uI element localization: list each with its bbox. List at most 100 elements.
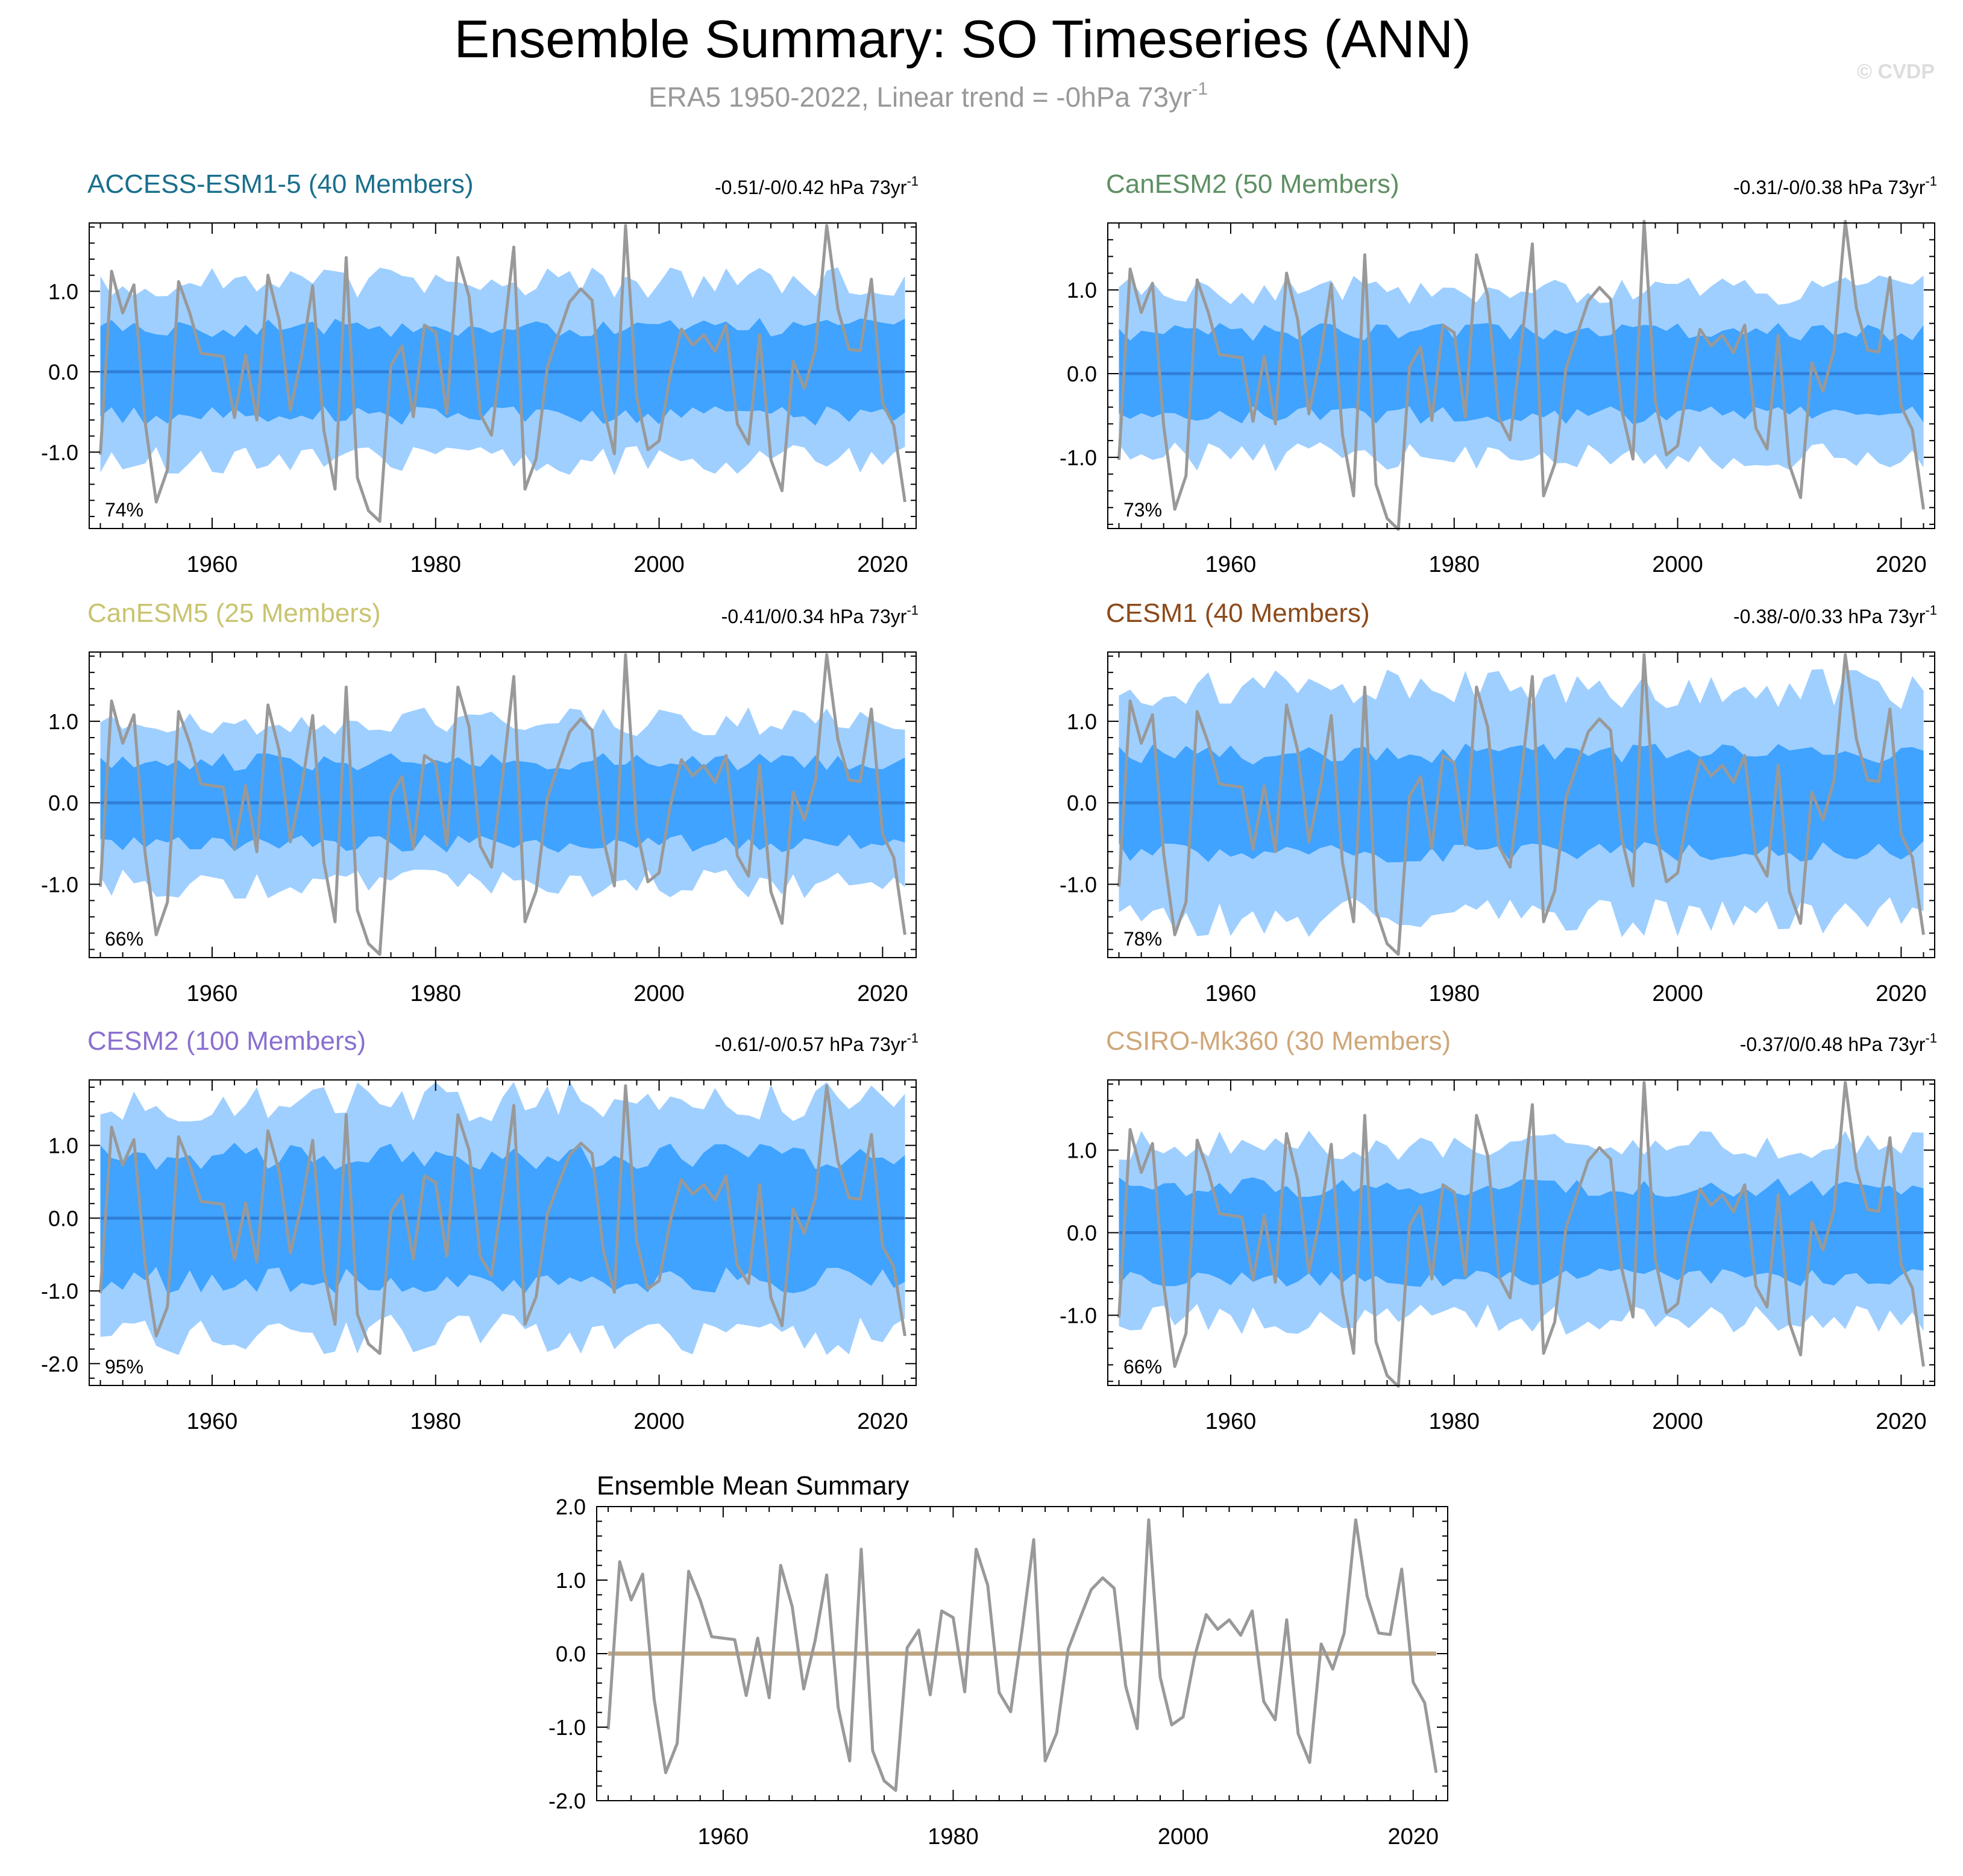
summary-ytick-label: 1.0 [556,1568,586,1593]
summary-xtick-label: 2020 [1387,1824,1439,1849]
panel-xtick-label: 1980 [1428,1409,1480,1434]
panel-ytick-label: 0.0 [1067,1221,1097,1246]
panel-5: CSIRO-Mk360 (30 Members) -0.37/0/0.48 hPa… [1060,1026,1937,1434]
panel-ytick-label: 0.0 [48,360,78,384]
panel-trend-range-text: -0.38/-0/0.33 hPa 73yr [1733,606,1926,627]
panel-ytick-label: 1.0 [48,709,78,734]
obs-series-line [1117,653,1925,956]
panel-ytick-label: 0.0 [48,791,78,815]
panel-ytick-label: 0.0 [1067,791,1097,815]
panel-trend-range-sup: -1 [906,603,919,618]
panel-trend-range-text: -0.61/-0/0.57 hPa 73yr [715,1034,907,1055]
panel-ytick-label: -1.0 [41,872,78,897]
panel-ytick-label: 0.0 [48,1206,78,1231]
panel-xtick-label: 2020 [857,552,908,577]
panel-xtick-label: 2000 [633,552,685,577]
panel-trend-range-sup: -1 [906,174,919,189]
watermark: © CVDP [1857,60,1935,83]
panel-xtick-label: 1960 [1205,981,1257,1006]
panel-ytick-label: 1.0 [48,279,78,304]
summary-obs-line [606,1518,1438,1792]
figure-subtitle: ERA5 1950-2022, Linear trend = -0hPa 73y… [649,79,1208,113]
panel-ytick-label: -1.0 [41,1279,78,1303]
panel-ytick-label: 1.0 [1067,709,1097,734]
obs-series-line [99,653,906,956]
summary-xtick-label: 1960 [698,1824,749,1849]
panel-percent-label: 95% [105,1356,143,1378]
panel-xtick-label: 2000 [633,1409,685,1434]
panel-percent-label: 66% [1123,1356,1162,1378]
panel-xtick-label: 1960 [1205,1409,1257,1434]
panel-ytick-label: -1.0 [41,440,78,465]
obs-series-line [1117,1081,1925,1388]
summary-xtick-label: 1980 [928,1824,979,1849]
panel-1: CanESM2 (50 Members) -0.31/-0/0.38 hPa 73… [1060,169,1937,577]
obs-series-line [99,224,906,523]
panel-title: CESM2 (100 Members) [87,1026,366,1056]
panel-ytick-label: -2.0 [41,1352,78,1376]
panel-xtick-label: 1960 [187,981,238,1006]
panel-trend-range-sup: -1 [1925,603,1937,618]
panel-xtick-label: 1980 [410,1409,461,1434]
panel-xtick-label: 2000 [1652,981,1703,1006]
panel-xtick-label: 2020 [1876,981,1927,1006]
panel-xtick-label: 1980 [410,981,461,1006]
panel-xtick-label: 2020 [1876,1409,1927,1434]
summary-ytick-label: 2.0 [556,1495,586,1519]
panel-xtick-label: 1980 [1428,552,1480,577]
panel-xtick-label: 2000 [1652,1409,1703,1434]
panel-title: CanESM5 (25 Members) [87,598,381,628]
panel-ytick-label: 0.0 [1067,362,1097,386]
panel-2: CanESM5 (25 Members) -0.41/0/0.34 hPa 73y… [41,598,919,1006]
summary-ytick-label: -1.0 [548,1715,586,1740]
ensemble-mean-summary: Ensemble Mean Summary 1960 1980 2000 2020 2.0… [548,1471,1448,1849]
panel-trend-range-text: -0.51/-0/0.42 hPa 73yr [715,177,907,198]
panel-ytick-label: 1.0 [48,1134,78,1158]
panel-trend-range-text: -0.41/0/0.34 hPa 73yr [721,606,907,627]
figure-subtitle-sup: -1 [1192,79,1208,99]
panel-xtick-label: 2020 [857,981,908,1006]
panel-title: CanESM2 (50 Members) [1106,169,1399,199]
panel-xtick-label: 1960 [187,552,238,577]
figure-subtitle-main: ERA5 1950-2022, Linear trend = -0hPa 73y… [649,81,1192,113]
panel-xtick-label: 1960 [1205,552,1257,577]
panel-title: CSIRO-Mk360 (30 Members) [1106,1026,1451,1056]
panel-ytick-label: -1.0 [1060,872,1097,897]
panel-trend-range-text: -0.37/0/0.48 hPa 73yr [1740,1034,1926,1055]
panel-ytick-label: 1.0 [1067,278,1097,303]
panel-percent-label: 78% [1123,928,1162,950]
summary-title: Ensemble Mean Summary [597,1471,909,1501]
panel-percent-label: 66% [105,928,143,950]
obs-series-line [99,1084,906,1355]
panel-trend-range-sup: -1 [1925,1031,1937,1046]
panel-xtick-label: 2020 [857,1409,908,1434]
panel-xtick-label: 2020 [1876,552,1927,577]
panel-trend-range: -0.38/-0/0.33 hPa 73yr-1 [1733,603,1937,627]
panel-ytick-label: -1.0 [1060,1303,1097,1328]
panel-percent-label: 73% [1123,499,1162,521]
panel-trend-range-text: -0.31/-0/0.38 hPa 73yr [1733,177,1926,198]
obs-series-line [1117,219,1925,531]
summary-xtick-label: 2000 [1158,1824,1209,1849]
panel-4: CESM2 (100 Members) -0.61/-0/0.57 hPa 73y… [41,1026,919,1434]
panel-xtick-label: 2000 [1652,552,1703,577]
panel-trend-range: -0.31/-0/0.38 hPa 73yr-1 [1733,174,1937,198]
panel-trend-range-sup: -1 [906,1031,919,1046]
panel-0: ACCESS-ESM1-5 (40 Members) -0.51/-0/0.42 … [41,169,919,577]
panel-trend-range: -0.41/0/0.34 hPa 73yr-1 [721,603,919,627]
panel-title: CESM1 (40 Members) [1106,598,1370,628]
panel-ytick-label: 1.0 [1067,1138,1097,1162]
summary-ytick-label: -2.0 [548,1789,586,1813]
panel-xtick-label: 1960 [187,1409,238,1434]
panel-ytick-label: -1.0 [1060,445,1097,470]
panel-trend-range-sup: -1 [1925,174,1937,189]
panel-3: CESM1 (40 Members) -0.38/-0/0.33 hPa 73yr… [1060,598,1937,1006]
panel-percent-label: 74% [105,499,143,521]
panel-xtick-label: 1980 [1428,981,1480,1006]
panel-trend-range: -0.51/-0/0.42 hPa 73yr-1 [715,174,919,198]
figure-title: Ensemble Summary: SO Timeseries (ANN) [454,9,1471,69]
summary-ytick-label: 0.0 [556,1642,586,1666]
panel-grid: ACCESS-ESM1-5 (40 Members) -0.51/-0/0.42 … [41,169,1937,1434]
panel-xtick-label: 2000 [633,981,685,1006]
